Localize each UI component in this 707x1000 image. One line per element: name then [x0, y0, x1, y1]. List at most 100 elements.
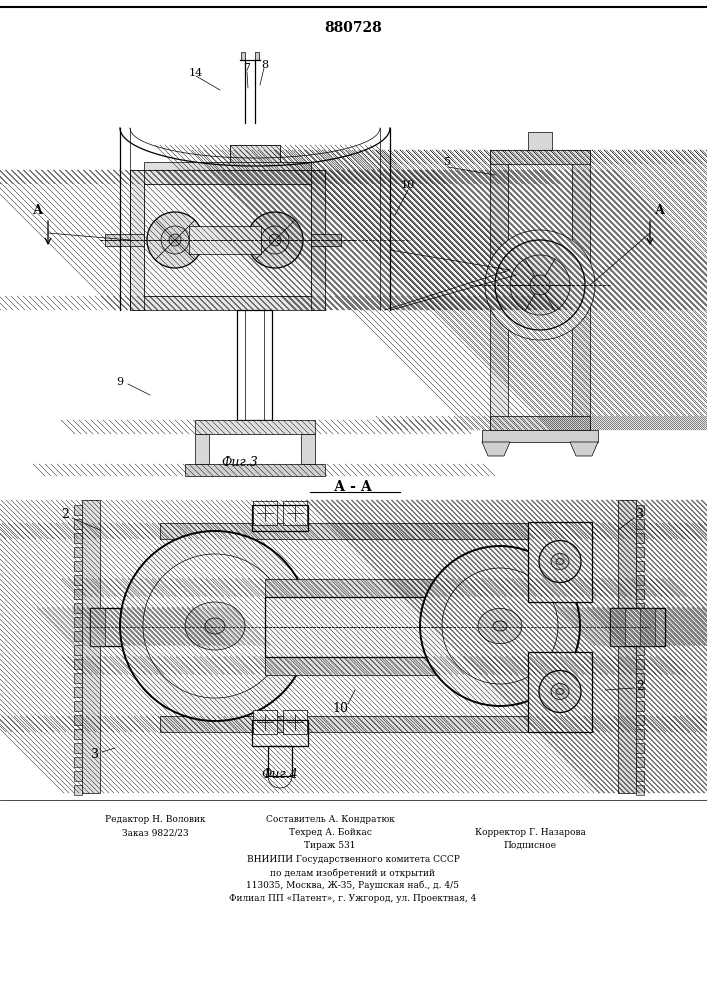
Text: А: А	[33, 204, 43, 217]
Bar	[252, 720, 308, 746]
Bar	[230, 145, 280, 170]
Text: 113035, Москва, Ж-35, Раушская наб., д. 4/5: 113035, Москва, Ж-35, Раушская наб., д. …	[247, 881, 460, 890]
Bar	[74, 743, 82, 753]
Bar	[74, 519, 82, 529]
Bar	[636, 505, 644, 515]
Bar	[74, 771, 82, 781]
Text: 8: 8	[262, 60, 269, 70]
Bar	[74, 729, 82, 739]
Bar	[636, 617, 644, 627]
Text: 9: 9	[117, 377, 124, 387]
Polygon shape	[570, 442, 598, 456]
Bar	[283, 710, 307, 734]
Bar	[74, 575, 82, 585]
Bar	[238, 310, 272, 420]
Circle shape	[261, 226, 289, 254]
Bar	[636, 519, 644, 529]
Text: 5: 5	[445, 157, 452, 167]
Bar	[636, 687, 644, 697]
Circle shape	[169, 234, 181, 246]
Bar	[610, 607, 625, 646]
Text: 10: 10	[332, 702, 348, 714]
Text: 3: 3	[91, 748, 99, 762]
Bar	[636, 589, 644, 599]
Bar	[253, 710, 277, 734]
Circle shape	[161, 226, 189, 254]
Bar	[636, 561, 644, 571]
Bar	[189, 226, 261, 254]
Text: Составитель А. Кондратюк: Составитель А. Кондратюк	[266, 815, 395, 824]
Ellipse shape	[551, 684, 569, 700]
Bar	[130, 296, 325, 310]
Bar	[74, 673, 82, 683]
Bar	[528, 522, 592, 601]
Bar	[255, 52, 259, 60]
Circle shape	[147, 212, 203, 268]
Bar	[636, 603, 644, 613]
Bar	[265, 578, 450, 596]
Bar	[195, 420, 315, 434]
Bar	[490, 416, 590, 430]
Bar	[130, 607, 145, 646]
Circle shape	[485, 230, 595, 340]
Ellipse shape	[539, 670, 581, 712]
Ellipse shape	[493, 621, 507, 631]
Ellipse shape	[205, 618, 225, 634]
Bar	[636, 729, 644, 739]
Bar	[241, 52, 245, 60]
Bar	[74, 715, 82, 725]
Ellipse shape	[556, 558, 564, 564]
Bar	[252, 505, 308, 531]
Text: 14: 14	[189, 68, 203, 78]
Bar	[610, 607, 665, 646]
Bar	[482, 430, 598, 442]
Text: ВНИИПИ Государственного комитета СССР: ВНИИПИ Государственного комитета СССР	[247, 855, 460, 864]
Ellipse shape	[442, 568, 558, 684]
Bar	[636, 631, 644, 641]
Bar	[301, 434, 315, 464]
Bar	[636, 547, 644, 557]
Bar	[74, 505, 82, 515]
Text: 2: 2	[636, 680, 644, 692]
Text: А: А	[655, 204, 665, 217]
Bar	[160, 716, 590, 732]
Bar	[74, 645, 82, 655]
Bar	[640, 607, 655, 646]
Bar	[636, 771, 644, 781]
Text: по делам изобретений и открытий: по делам изобретений и открытий	[271, 868, 436, 878]
Text: 880728: 880728	[324, 21, 382, 35]
Bar	[528, 132, 552, 150]
Bar	[311, 234, 341, 246]
Bar	[283, 501, 307, 525]
Bar	[74, 533, 82, 543]
Text: Корректор Г. Назарова: Корректор Г. Назарова	[474, 828, 585, 837]
Circle shape	[247, 212, 303, 268]
Bar	[74, 561, 82, 571]
Text: 3: 3	[636, 508, 644, 522]
Bar	[160, 523, 590, 539]
Bar	[130, 170, 325, 184]
Text: А - А: А - А	[334, 480, 372, 494]
Ellipse shape	[556, 688, 564, 694]
Ellipse shape	[539, 540, 581, 582]
Circle shape	[530, 275, 550, 295]
Bar	[618, 500, 636, 793]
Bar	[230, 145, 280, 170]
Text: Филиал ПП «Патент», г. Ужгород, ул. Проектная, 4: Филиал ПП «Патент», г. Ужгород, ул. Прое…	[229, 894, 477, 903]
Bar	[74, 757, 82, 767]
Bar	[253, 501, 277, 525]
Bar	[636, 715, 644, 725]
Text: 2: 2	[61, 508, 69, 522]
Bar	[636, 701, 644, 711]
Bar	[265, 596, 450, 656]
Bar	[144, 184, 311, 296]
Text: Фиг.4: Фиг.4	[262, 768, 298, 780]
Circle shape	[510, 255, 570, 315]
Text: Техред А. Бойкас: Техред А. Бойкас	[288, 828, 371, 837]
Bar	[636, 533, 644, 543]
Bar	[572, 150, 590, 430]
Text: Подписное: Подписное	[503, 841, 556, 850]
Bar	[90, 607, 145, 646]
Text: Тираж 531: Тираж 531	[304, 841, 356, 850]
Ellipse shape	[551, 554, 569, 570]
